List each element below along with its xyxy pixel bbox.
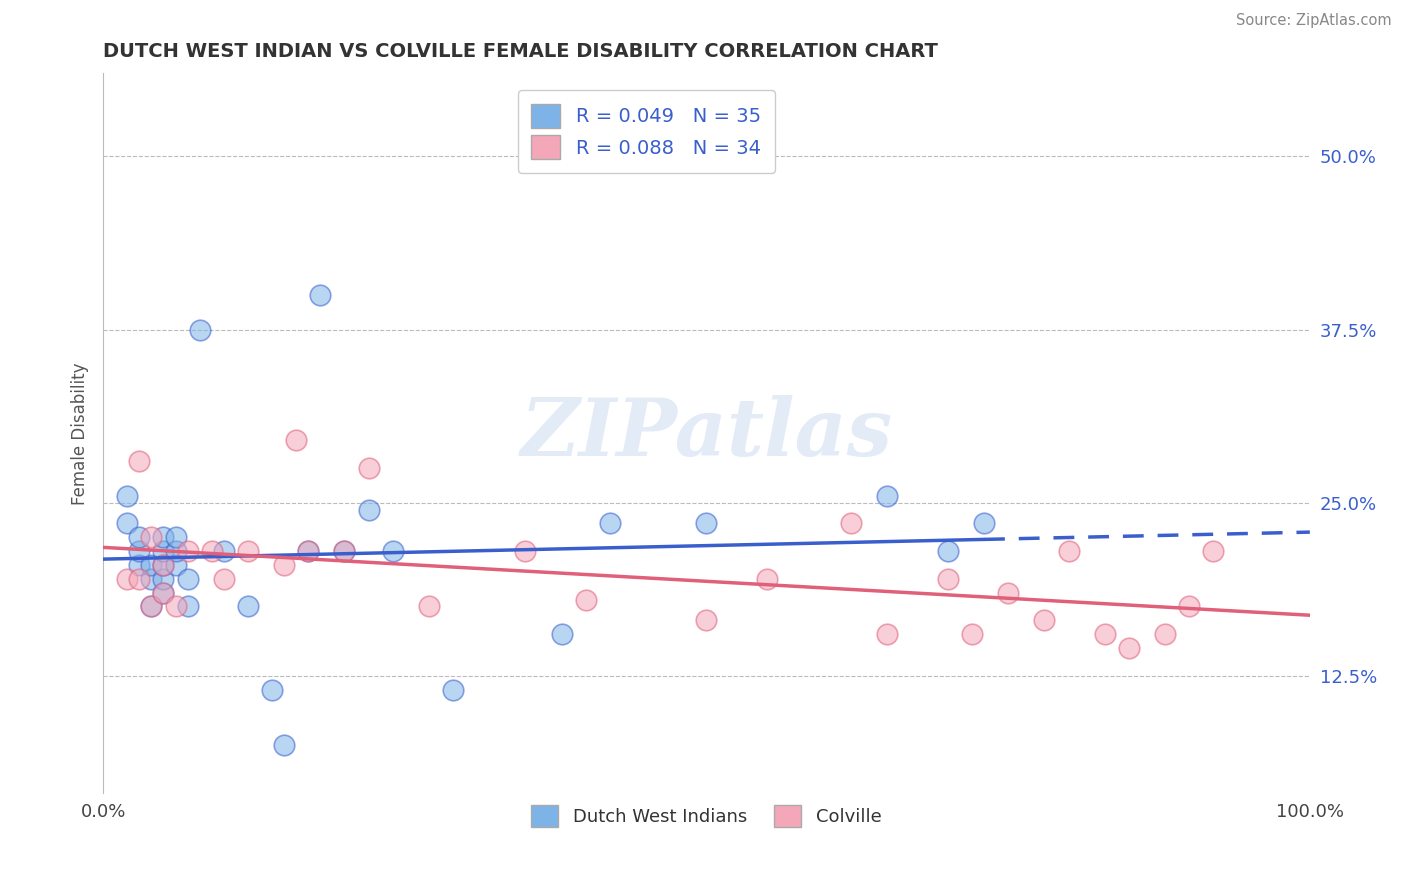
Point	[152, 530, 174, 544]
Point	[1178, 599, 1201, 614]
Point	[212, 572, 235, 586]
Point	[117, 489, 139, 503]
Point	[152, 558, 174, 572]
Point	[117, 516, 139, 531]
Point	[165, 599, 187, 614]
Point	[176, 572, 198, 586]
Text: ZIPatlas: ZIPatlas	[520, 394, 893, 472]
Text: Source: ZipAtlas.com: Source: ZipAtlas.com	[1236, 13, 1392, 29]
Point	[357, 461, 380, 475]
Point	[176, 544, 198, 558]
Point	[997, 585, 1019, 599]
Point	[876, 489, 898, 503]
Point	[152, 585, 174, 599]
Point	[755, 572, 778, 586]
Point	[297, 544, 319, 558]
Point	[141, 599, 163, 614]
Point	[212, 544, 235, 558]
Point	[599, 516, 621, 531]
Point	[165, 544, 187, 558]
Point	[273, 558, 295, 572]
Point	[839, 516, 862, 531]
Point	[695, 516, 717, 531]
Point	[152, 558, 174, 572]
Point	[152, 544, 174, 558]
Point	[936, 572, 959, 586]
Point	[418, 599, 440, 614]
Point	[176, 599, 198, 614]
Point	[1094, 627, 1116, 641]
Point	[128, 572, 150, 586]
Point	[236, 599, 259, 614]
Point	[575, 592, 598, 607]
Point	[515, 544, 537, 558]
Point	[1118, 640, 1140, 655]
Point	[128, 454, 150, 468]
Point	[141, 530, 163, 544]
Point	[117, 572, 139, 586]
Point	[309, 288, 332, 302]
Point	[1154, 627, 1177, 641]
Legend: Dutch West Indians, Colville: Dutch West Indians, Colville	[524, 798, 889, 835]
Point	[550, 627, 572, 641]
Point	[357, 502, 380, 516]
Point	[262, 682, 284, 697]
Point	[441, 682, 464, 697]
Point	[1033, 613, 1056, 627]
Point	[297, 544, 319, 558]
Point	[973, 516, 995, 531]
Point	[152, 572, 174, 586]
Point	[201, 544, 224, 558]
Point	[876, 627, 898, 641]
Point	[273, 738, 295, 752]
Point	[333, 544, 356, 558]
Point	[141, 572, 163, 586]
Point	[695, 613, 717, 627]
Point	[188, 322, 211, 336]
Point	[141, 558, 163, 572]
Y-axis label: Female Disability: Female Disability	[72, 362, 89, 505]
Point	[236, 544, 259, 558]
Text: DUTCH WEST INDIAN VS COLVILLE FEMALE DISABILITY CORRELATION CHART: DUTCH WEST INDIAN VS COLVILLE FEMALE DIS…	[103, 42, 938, 61]
Point	[141, 599, 163, 614]
Point	[285, 434, 308, 448]
Point	[936, 544, 959, 558]
Point	[165, 558, 187, 572]
Point	[128, 544, 150, 558]
Point	[1057, 544, 1080, 558]
Point	[128, 530, 150, 544]
Point	[1202, 544, 1225, 558]
Point	[960, 627, 983, 641]
Point	[333, 544, 356, 558]
Point	[165, 530, 187, 544]
Point	[381, 544, 404, 558]
Point	[128, 558, 150, 572]
Point	[152, 585, 174, 599]
